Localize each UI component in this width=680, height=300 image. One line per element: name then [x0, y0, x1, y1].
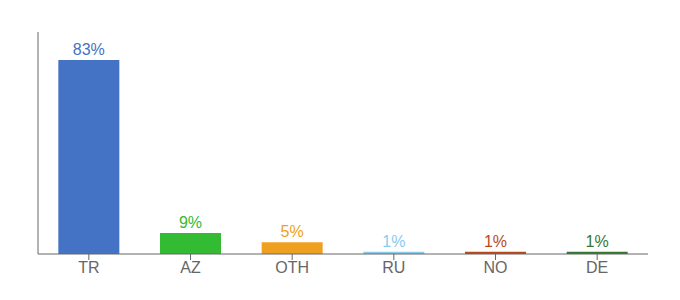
- svg-text:1%: 1%: [382, 233, 405, 250]
- svg-text:1%: 1%: [586, 233, 609, 250]
- svg-text:OTH: OTH: [275, 259, 309, 276]
- svg-text:TR: TR: [78, 259, 99, 276]
- svg-text:AZ: AZ: [180, 259, 201, 276]
- svg-text:RU: RU: [382, 259, 405, 276]
- svg-text:83%: 83%: [73, 41, 105, 58]
- svg-text:1%: 1%: [484, 233, 507, 250]
- svg-text:9%: 9%: [179, 214, 202, 231]
- svg-text:5%: 5%: [281, 223, 304, 240]
- svg-text:NO: NO: [484, 259, 508, 276]
- svg-text:DE: DE: [586, 259, 608, 276]
